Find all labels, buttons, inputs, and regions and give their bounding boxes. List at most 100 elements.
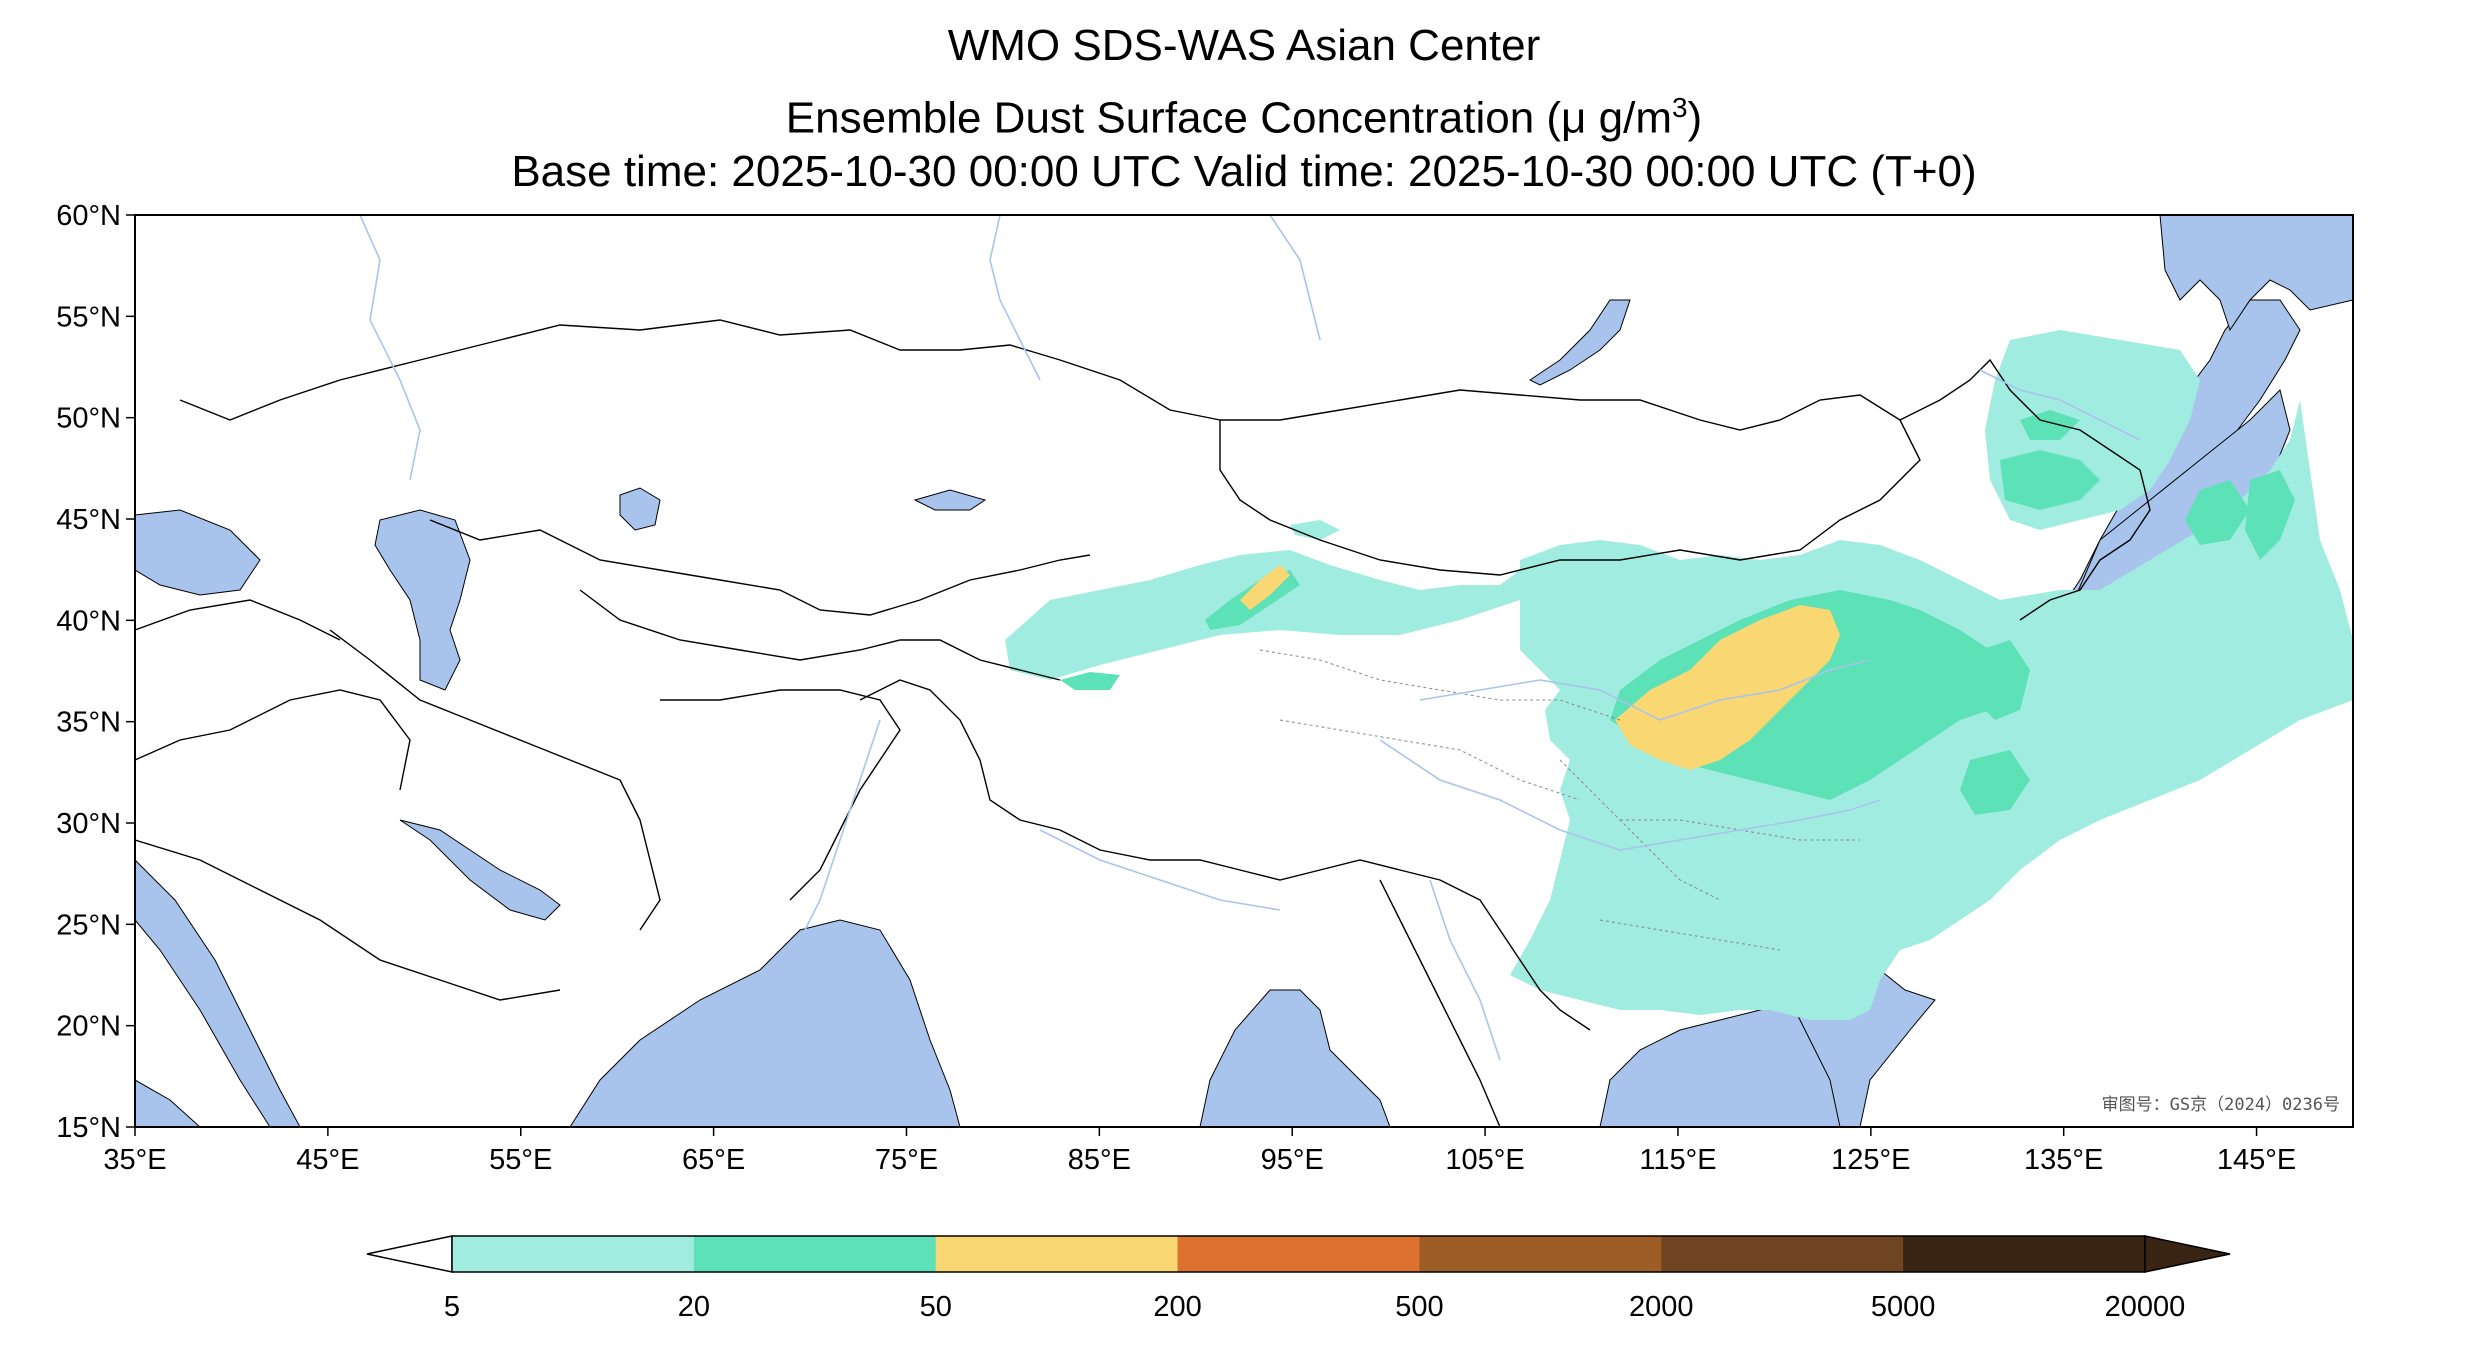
caspian-sea (374, 509, 471, 691)
lon-tick-label: 125°E (1831, 1144, 1910, 1176)
lat-tick-label: 35°N (56, 707, 121, 739)
border-central-asia (579, 589, 1061, 681)
colorbar-segment (452, 1236, 695, 1272)
dust-20-50-japan-sea (2185, 480, 2250, 545)
dust-20-50-manchuria (2000, 450, 2100, 510)
bay-of-bengal (1199, 989, 1391, 1127)
colorbar: 5 20 50 200 500 2000 5000 20000 (366, 1235, 2231, 1323)
dust-20-50-taklimakan-south (1060, 672, 1120, 690)
title-line-1: WMO SDS-WAS Asian Center (947, 21, 1541, 70)
dust-20-50-east (1960, 750, 2030, 815)
arabian-sea (569, 919, 961, 1127)
title-line-2-text: Ensemble Dust Surface Concentration (μ g… (785, 93, 1672, 143)
lat-tick-label: 60°N (56, 200, 121, 232)
colorbar-tick-label: 20000 (2105, 1291, 2186, 1323)
lat-tick-label: 55°N (56, 301, 121, 333)
colorbar-tick-label: 2000 (1629, 1291, 1694, 1323)
colorbar-tick-label: 500 (1395, 1291, 1443, 1323)
okhotsk-sea (2159, 215, 2353, 332)
lon-tick-label: 55°E (489, 1144, 552, 1176)
border-afghanistan-pakistan (660, 689, 901, 901)
province-border-2 (1279, 719, 1581, 801)
river-amur (1979, 369, 2141, 441)
lon-tick-label: 105°E (1445, 1144, 1524, 1176)
lon-tick-label: 35°E (103, 1144, 166, 1176)
border-kazakhstan-south (429, 519, 1091, 616)
colorbar-segment (693, 1236, 937, 1272)
map-frame (134, 214, 2354, 1128)
colorbar-segment (1419, 1236, 1662, 1272)
colorbar-segments (451, 1235, 2146, 1273)
country-borders (135, 319, 2151, 1127)
river-indus (799, 719, 881, 941)
dust-20-50-kuril (2245, 470, 2295, 560)
border-china-southwest (1399, 869, 1591, 1031)
title-line-3: Base time: 2025-10-30 00:00 UTC Valid ti… (511, 147, 1977, 196)
border-middle-east (135, 689, 411, 791)
river-yellow (1419, 659, 1871, 721)
lon-tick-label: 135°E (2024, 1144, 2103, 1176)
river-mekong (1429, 879, 1501, 1061)
dust-20-50-manchuria-2 (2020, 410, 2080, 440)
lon-tick-label: 85°E (1068, 1144, 1131, 1176)
dust-5-20-dzungaria (1290, 520, 1340, 540)
persian-gulf (399, 819, 561, 921)
dust-20-50-korea (1975, 640, 2030, 720)
lake-balkhash (913, 489, 987, 511)
colorbar-tick-label: 50 (920, 1291, 952, 1323)
colorbar-tick-label: 20 (678, 1291, 710, 1323)
border-iran (329, 629, 661, 931)
river-yenisei (1269, 215, 1321, 341)
lat-tick-label: 20°N (56, 1011, 121, 1043)
gulf-of-aden-coast (135, 1079, 201, 1127)
lon-tick-label: 95°E (1261, 1144, 1324, 1176)
colorbar-high-extension (2144, 1235, 2231, 1273)
border-china-russia-east (1899, 358, 2151, 621)
colorbar-low-extension (366, 1235, 453, 1273)
red-sea (135, 859, 301, 1127)
lat-tick-label: 45°N (56, 504, 121, 536)
province-border-3 (1559, 759, 1721, 901)
colorbar-segment (1177, 1236, 1420, 1272)
title-line-2: Ensemble Dust Surface Concentration (μ g… (0, 82, 2488, 145)
dust-5-20-west (1005, 550, 1560, 680)
aral-sea (619, 487, 661, 531)
black-sea (135, 509, 261, 596)
border-arabia (135, 839, 561, 1001)
river-yangtze (1379, 739, 1881, 851)
colorbar-tick-label: 200 (1153, 1291, 1201, 1323)
lat-tick-label: 30°N (56, 808, 121, 840)
colorbar-tick-label: 5 (444, 1291, 460, 1323)
border-southeast-asia (1379, 879, 1501, 1127)
colorbar-segment (1661, 1236, 1904, 1272)
border-india-north (859, 679, 1401, 881)
colorbar-labels: 5 20 50 200 500 2000 5000 20000 (444, 1291, 2185, 1323)
lon-tick-label: 65°E (682, 1144, 745, 1176)
dust-50-200-taklimakan (1240, 565, 1290, 610)
lat-tick-label: 50°N (56, 403, 121, 435)
border-mongolia (1219, 389, 1921, 576)
river-volga (359, 215, 421, 481)
lat-tick-label: 15°N (56, 1112, 121, 1144)
province-border-1 (1259, 649, 1621, 721)
dust-50-200-north-china (1615, 605, 1840, 770)
lon-tick-label: 45°E (296, 1144, 359, 1176)
rivers (359, 215, 2141, 1061)
colorbar-segment (1903, 1236, 2146, 1272)
colorbar-segment (935, 1236, 1179, 1272)
province-border-5 (1599, 919, 1781, 951)
river-ob (989, 215, 1041, 381)
map-approval-watermark: 审图号：GS京（2024）0236号 (2102, 1095, 2340, 1115)
lake-baikal (1529, 299, 1631, 386)
axis-ticks: 35°E 45°E 55°E 65°E 75°E 85°E 95°E 105°E 115°E 12… (56, 200, 2296, 1176)
border-turkey (135, 599, 341, 641)
title-line-2-end: ) (1687, 93, 1703, 143)
lon-tick-label: 75°E (875, 1144, 938, 1176)
lon-tick-label: 145°E (2217, 1144, 2296, 1176)
river-ganges (1039, 829, 1281, 911)
lon-tick-label: 115°E (1639, 1144, 1716, 1176)
colorbar-tick-label: 5000 (1871, 1291, 1936, 1323)
lat-tick-label: 40°N (56, 605, 121, 637)
border-russia-kazakhstan (179, 319, 1221, 421)
